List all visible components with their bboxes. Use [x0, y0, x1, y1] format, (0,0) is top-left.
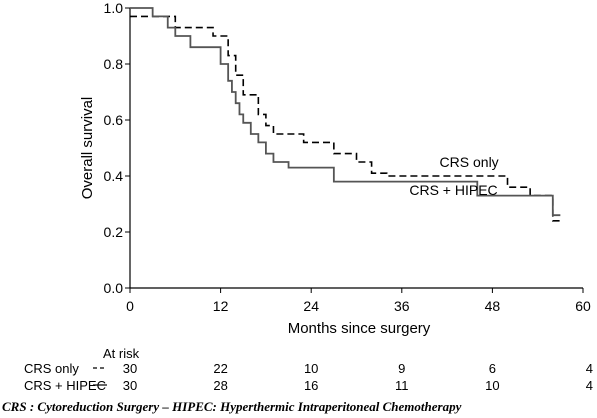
at-risk-count: 28 — [213, 378, 227, 393]
at-risk-count: 10 — [304, 361, 318, 376]
at-risk-count: 30 — [123, 361, 137, 376]
at-risk-count: 4 — [586, 378, 593, 393]
at-risk-count: 22 — [213, 361, 227, 376]
y-tick-label: 0.2 — [104, 224, 124, 240]
at-risk-row-label: CRS + HIPEC — [24, 378, 106, 393]
at-risk-header: At risk — [103, 346, 140, 361]
x-tick-label: 36 — [394, 298, 410, 314]
at-risk-count: 16 — [304, 378, 318, 393]
at-risk-table: At risk CRS only 30 22 10 9 6 4 CRS + HIPEC 30 28 1… — [24, 346, 593, 393]
at-risk-count: 11 — [395, 378, 409, 393]
x-tick-label: 0 — [126, 298, 134, 314]
y-tick-label: 0.0 — [104, 280, 124, 296]
at-risk-row-label: CRS only — [24, 361, 79, 376]
x-tick-label: 48 — [485, 298, 501, 314]
series-line-crs-only — [130, 15, 561, 222]
at-risk-count: 30 — [123, 378, 137, 393]
footnote: CRS : Cytoreduction Surgery – HIPEC: Hyp… — [2, 399, 462, 414]
x-axis-label: Months since surgery — [288, 320, 431, 337]
chart-annotations: CRS only CRS + HIPEC — [409, 154, 498, 198]
x-tick-label: 12 — [213, 298, 229, 314]
x-tick-label: 60 — [575, 298, 591, 314]
y-tick-label: 0.4 — [104, 168, 124, 184]
y-tick-label: 1.0 — [104, 0, 124, 16]
at-risk-count: 10 — [485, 378, 499, 393]
y-tick-label: 0.8 — [104, 56, 124, 72]
at-risk-count: 4 — [586, 361, 593, 376]
chart-series — [130, 7, 561, 222]
at-risk-count: 6 — [489, 361, 496, 376]
series-line-crs-hipec — [130, 7, 561, 217]
series-annotation: CRS only — [440, 154, 499, 170]
y-tick-label: 0.6 — [104, 112, 124, 128]
series-annotation: CRS + HIPEC — [409, 182, 497, 198]
at-risk-count: 9 — [398, 361, 405, 376]
chart-axes: 0.0 0.2 0.4 0.6 0.8 1.0 0 12 24 36 48 60 — [104, 0, 591, 314]
x-tick-label: 24 — [303, 298, 319, 314]
y-axis-label: Overall survival — [79, 97, 96, 200]
